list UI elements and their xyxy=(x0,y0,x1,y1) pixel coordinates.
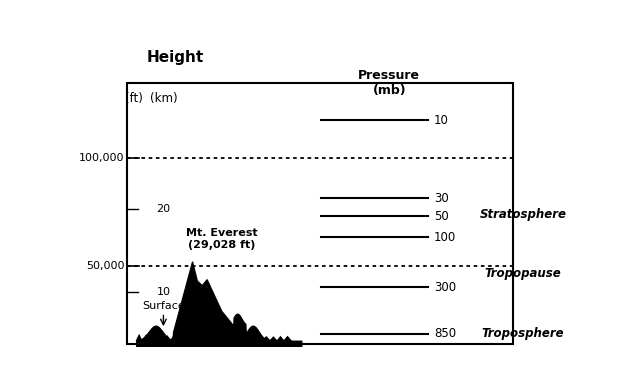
Polygon shape xyxy=(205,333,214,341)
Text: 50,000: 50,000 xyxy=(86,261,125,271)
Text: Stratosphere: Stratosphere xyxy=(480,209,567,222)
Polygon shape xyxy=(213,335,221,341)
Polygon shape xyxy=(248,335,256,341)
Text: (ft): (ft) xyxy=(125,92,143,105)
Polygon shape xyxy=(269,336,278,341)
Bar xyxy=(127,83,514,344)
Text: Mt. Everest
(29,028 ft): Mt. Everest (29,028 ft) xyxy=(186,228,258,250)
Text: 100: 100 xyxy=(434,231,456,244)
Polygon shape xyxy=(226,334,235,341)
Text: 20: 20 xyxy=(156,204,171,214)
Polygon shape xyxy=(184,333,192,341)
Text: Troposphere: Troposphere xyxy=(482,327,564,340)
Text: 50: 50 xyxy=(434,210,449,223)
Polygon shape xyxy=(277,336,285,341)
Polygon shape xyxy=(142,334,150,341)
Polygon shape xyxy=(164,335,171,341)
Polygon shape xyxy=(135,334,143,341)
Text: 30: 30 xyxy=(434,192,449,205)
Text: Height: Height xyxy=(147,50,204,65)
Polygon shape xyxy=(261,336,271,341)
Polygon shape xyxy=(255,333,263,341)
Polygon shape xyxy=(192,335,199,341)
Polygon shape xyxy=(219,337,229,341)
Text: 10: 10 xyxy=(156,287,171,296)
Polygon shape xyxy=(137,262,302,347)
Text: 100,000: 100,000 xyxy=(79,153,125,163)
Text: Tropopause: Tropopause xyxy=(485,267,561,280)
Text: Pressure
(mb): Pressure (mb) xyxy=(359,69,420,98)
Polygon shape xyxy=(198,337,208,341)
Text: (km): (km) xyxy=(150,92,177,105)
Polygon shape xyxy=(283,336,292,341)
Polygon shape xyxy=(148,335,159,341)
Polygon shape xyxy=(177,337,186,341)
Polygon shape xyxy=(241,335,249,341)
Polygon shape xyxy=(233,335,243,341)
Text: 850: 850 xyxy=(434,327,456,340)
Polygon shape xyxy=(170,333,179,341)
Text: Surface: Surface xyxy=(142,301,185,311)
Text: 300: 300 xyxy=(434,280,456,294)
Text: 10: 10 xyxy=(434,114,449,127)
Polygon shape xyxy=(156,337,165,341)
